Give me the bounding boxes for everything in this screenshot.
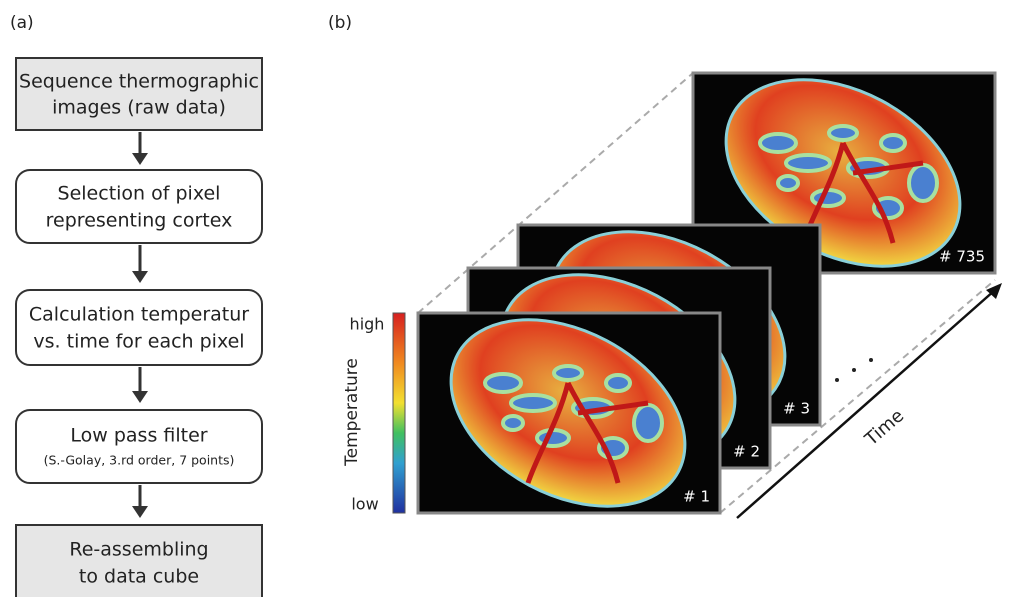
frame-label: # 3	[783, 400, 810, 418]
frame-label: # 1	[683, 488, 710, 506]
frame-stack: # 735 # 3 # 2 # 1	[418, 42, 995, 544]
node-text: vs. time for each pixel	[33, 331, 244, 353]
node-text: Calculation temperatur	[29, 304, 249, 326]
colorbar-title: Temperature	[342, 358, 362, 467]
ellipsis	[835, 358, 873, 382]
node-text: (S.-Golay, 3.rd order, 7 points)	[44, 453, 235, 468]
node-text: representing cortex	[46, 210, 233, 232]
thermal-frame: # 1	[418, 282, 720, 544]
panel-label: (a)	[10, 13, 34, 33]
figure: (a) Sequence thermographic images (raw d…	[0, 0, 1014, 597]
node-box	[16, 58, 262, 130]
axis-label: Time	[860, 405, 908, 450]
node-text: images (raw data)	[52, 97, 226, 119]
node-text: Selection of pixel	[58, 183, 221, 205]
colorbar	[393, 313, 405, 513]
node-box	[16, 410, 262, 483]
panel-label: (b)	[328, 13, 352, 33]
node-text: Re-assembling	[69, 539, 208, 561]
colorbar-label: low	[351, 495, 378, 514]
frame-label: # 735	[939, 248, 985, 266]
flowchart	[16, 58, 262, 597]
node-box	[16, 170, 262, 243]
node-text: to data cube	[79, 566, 199, 588]
node-text: Sequence thermographic	[19, 71, 259, 93]
frame-label: # 2	[733, 443, 760, 461]
node-text: Low pass filter	[70, 425, 207, 447]
colorbar-label: high	[350, 315, 385, 334]
node-box	[16, 290, 262, 365]
